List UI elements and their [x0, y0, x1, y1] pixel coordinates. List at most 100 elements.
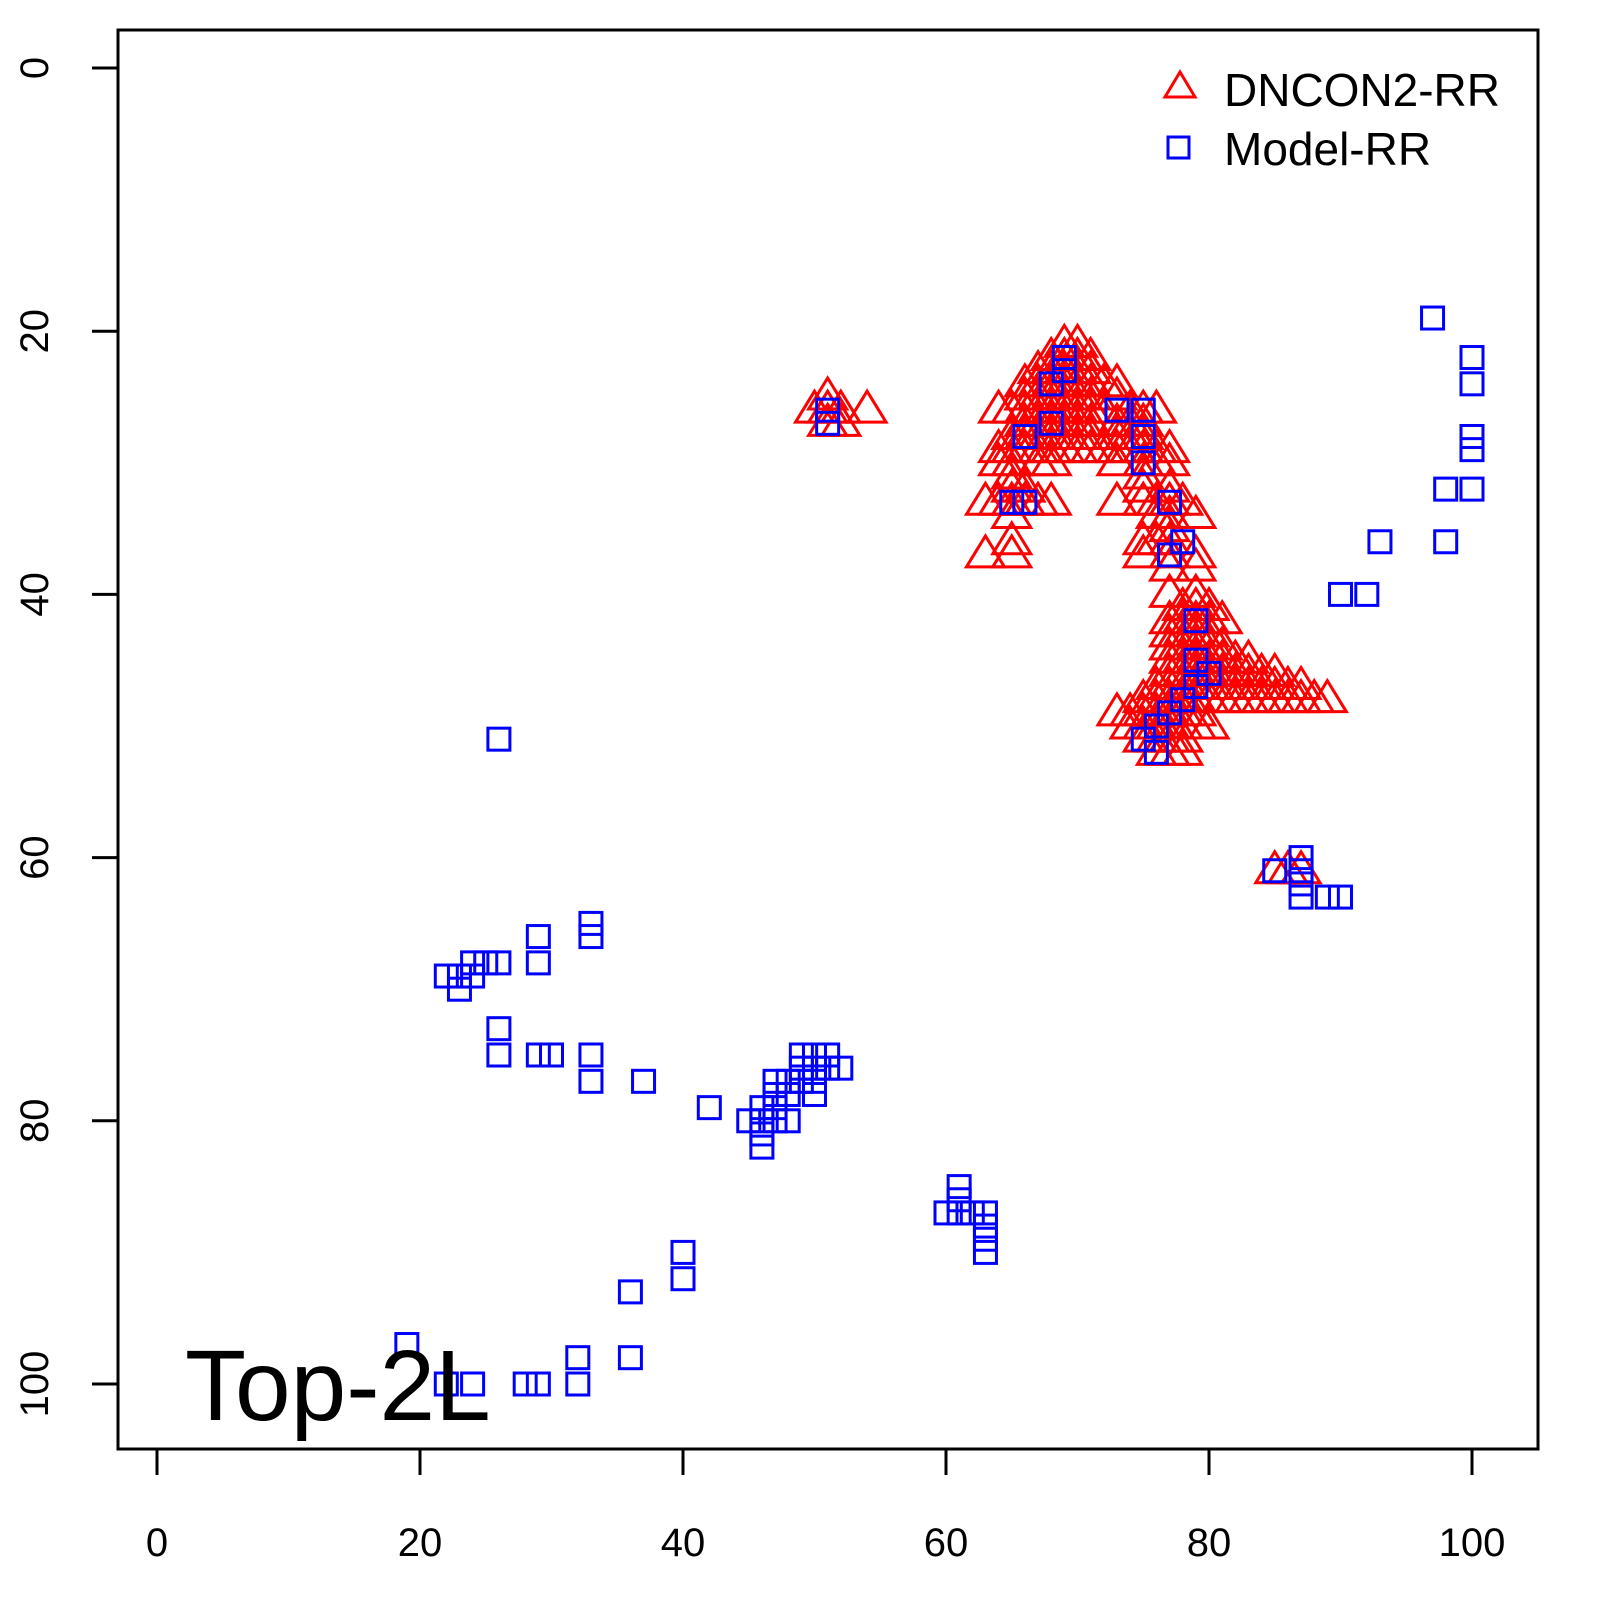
- model-rr-point: [578, 910, 604, 936]
- model-rr-point: [1459, 345, 1485, 371]
- dncon2-rr-point: [1082, 388, 1126, 424]
- y-tick-label: 40: [13, 572, 57, 617]
- dncon2-rr-point: [1174, 572, 1218, 608]
- x-tick-label: 60: [924, 1521, 969, 1565]
- dncon2-rr-point: [1068, 401, 1113, 437]
- model-rr-point: [946, 1200, 972, 1226]
- dncon2-rr-point: [1029, 440, 1073, 477]
- model-rr-point: [1130, 450, 1156, 476]
- model-rr-point: [1051, 345, 1077, 371]
- dncon2-rr-point: [1161, 717, 1205, 753]
- dncon2-rr-point: [1147, 572, 1192, 608]
- dncon2-rr-point: [1095, 375, 1139, 411]
- dncon2-rr-point: [805, 375, 850, 411]
- model-rr-point: [1130, 397, 1156, 423]
- model-rr-point: [1328, 581, 1353, 607]
- model-rr-point: [736, 1108, 762, 1134]
- dncon2-rr-point: [819, 388, 863, 424]
- model-rr-point: [815, 397, 841, 423]
- model-rr-point: [525, 1371, 551, 1397]
- dncon2-rr-point: [990, 440, 1034, 477]
- model-rr-point: [1288, 884, 1314, 910]
- model-rr-point: [1354, 581, 1380, 607]
- model-rr-point: [631, 1068, 657, 1094]
- model-rr-point: [473, 950, 499, 976]
- model-rr-point: [775, 1081, 801, 1107]
- model-rr-point: [1130, 423, 1156, 449]
- model-rr-point: [762, 1108, 788, 1134]
- dncon2-rr-point: [1003, 467, 1047, 503]
- x-tick-label: 80: [1187, 1521, 1232, 1565]
- dncon2-rr-point: [1174, 493, 1218, 529]
- y-tick-label: 60: [13, 835, 57, 880]
- dncon2-rr-point: [1161, 730, 1205, 766]
- x-tick-label: 40: [661, 1521, 706, 1565]
- model-rr-point: [486, 950, 512, 976]
- model-rr-point: [433, 1371, 459, 1397]
- model-rr-point: [1051, 358, 1077, 384]
- dncon2-rr-point: [990, 533, 1034, 569]
- model-rr-point: [815, 1055, 841, 1081]
- model-rr-point: [433, 963, 459, 989]
- model-rr-point: [617, 1345, 643, 1371]
- model-rr-point: [539, 1042, 564, 1068]
- model-rr-point: [1288, 871, 1314, 897]
- model-rr-point: [460, 1371, 486, 1397]
- model-rr-point: [946, 1174, 972, 1200]
- model-rr-point: [486, 726, 512, 752]
- dncon2-rr-point: [1068, 335, 1113, 372]
- model-rr-point: [1183, 647, 1209, 673]
- model-rr-point: [749, 1121, 775, 1147]
- model-rr-point: [1288, 845, 1314, 871]
- dncon2-rr-point: [1161, 480, 1205, 516]
- dncon2-rr-point: [1095, 361, 1139, 398]
- model-rr-point: [815, 1042, 841, 1068]
- model-rr-point: [788, 1068, 814, 1094]
- y-tick-label: 0: [13, 57, 57, 79]
- model-rr-point: [525, 1042, 551, 1068]
- model-rr-point: [749, 1108, 775, 1134]
- model-rr-point: [1459, 423, 1485, 449]
- dncon2-rr-point: [963, 533, 1008, 569]
- model-rr-point: [1433, 476, 1459, 502]
- model-rr-point: [670, 1266, 696, 1292]
- dncon2-rr-point: [1279, 664, 1323, 701]
- model-rr-point: [670, 1239, 696, 1265]
- model-rr-point: [1183, 674, 1209, 700]
- dncon2-rr-point: [845, 388, 889, 424]
- model-rr-point: [578, 1068, 604, 1094]
- y-tick-label: 100: [13, 1351, 57, 1418]
- model-rr-point: [565, 1345, 591, 1371]
- x-tick-label: 20: [398, 1521, 443, 1565]
- model-rr-point: [1143, 739, 1169, 765]
- legend-label-dncon2: DNCON2-RR: [1224, 64, 1500, 116]
- model-rr-point: [802, 1042, 827, 1068]
- model-rr-point: [972, 1200, 998, 1226]
- model-rr-point: [1183, 608, 1209, 634]
- model-rr-point: [578, 924, 604, 950]
- dncon2-rr-point: [1147, 506, 1192, 543]
- dncon2-rr-point: [1253, 651, 1297, 687]
- legend-triangle-marker: [1162, 69, 1198, 99]
- dncon2-rr-point: [1121, 467, 1165, 503]
- chart-annotation: Top-2L: [185, 1330, 491, 1442]
- model-rr-point: [1433, 529, 1459, 555]
- dncon2-rr-point: [1253, 848, 1297, 885]
- data-points: [394, 305, 1485, 1397]
- model-rr-point: [1262, 858, 1288, 884]
- model-rr-point: [972, 1226, 998, 1252]
- model-rr-point: [749, 1095, 775, 1121]
- model-rr-point: [1170, 687, 1196, 713]
- model-rr-point: [486, 1042, 512, 1068]
- model-rr-point: [762, 1068, 788, 1094]
- dncon2-rr-point: [1121, 533, 1165, 569]
- model-rr-point: [1196, 660, 1222, 686]
- model-rr-point: [972, 1239, 998, 1265]
- dncon2-rr-point: [1292, 677, 1336, 714]
- model-rr-point: [1143, 713, 1169, 739]
- model-rr-point: [1170, 529, 1196, 555]
- legend-label-model: Model-RR: [1224, 123, 1431, 175]
- dncon2-rr-point: [1147, 467, 1192, 503]
- model-rr-point: [446, 963, 472, 989]
